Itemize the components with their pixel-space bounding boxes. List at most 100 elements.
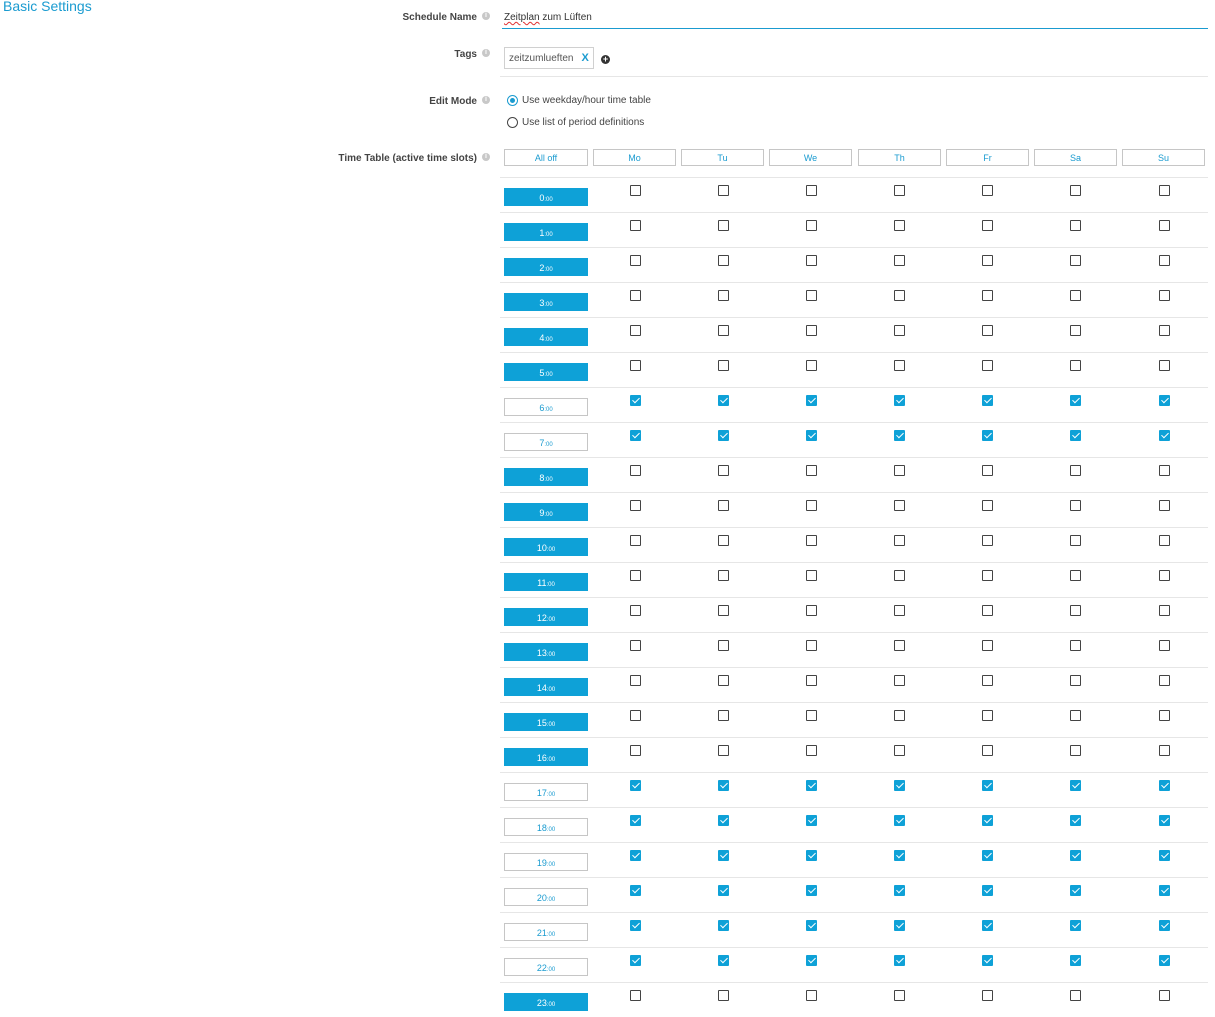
hour-button-2[interactable]: 2:00: [504, 258, 588, 276]
slot-checkbox-sa-15[interactable]: [1070, 710, 1081, 721]
slot-checkbox-th-7[interactable]: [894, 430, 905, 441]
slot-checkbox-su-10[interactable]: [1159, 535, 1170, 546]
slot-checkbox-su-14[interactable]: [1159, 675, 1170, 686]
slot-checkbox-sa-23[interactable]: [1070, 990, 1081, 1001]
slot-checkbox-sa-22[interactable]: [1070, 955, 1081, 966]
slot-checkbox-we-1[interactable]: [806, 220, 817, 231]
slot-checkbox-th-18[interactable]: [894, 815, 905, 826]
hour-button-9[interactable]: 9:00: [504, 503, 588, 521]
slot-checkbox-we-20[interactable]: [806, 885, 817, 896]
slot-checkbox-th-10[interactable]: [894, 535, 905, 546]
slot-checkbox-th-5[interactable]: [894, 360, 905, 371]
slot-checkbox-su-17[interactable]: [1159, 780, 1170, 791]
slot-checkbox-tu-16[interactable]: [718, 745, 729, 756]
slot-checkbox-fr-13[interactable]: [982, 640, 993, 651]
slot-checkbox-fr-6[interactable]: [982, 395, 993, 406]
info-icon[interactable]: i: [482, 49, 490, 57]
slot-checkbox-su-18[interactable]: [1159, 815, 1170, 826]
slot-checkbox-tu-8[interactable]: [718, 465, 729, 476]
slot-checkbox-fr-19[interactable]: [982, 850, 993, 861]
slot-checkbox-tu-11[interactable]: [718, 570, 729, 581]
hour-button-12[interactable]: 12:00: [504, 608, 588, 626]
hour-button-15[interactable]: 15:00: [504, 713, 588, 731]
info-icon[interactable]: i: [482, 153, 490, 161]
schedule-name-input[interactable]: Zeitplan zum Lüften: [502, 8, 1208, 29]
slot-checkbox-we-7[interactable]: [806, 430, 817, 441]
slot-checkbox-th-19[interactable]: [894, 850, 905, 861]
slot-checkbox-tu-23[interactable]: [718, 990, 729, 1001]
slot-checkbox-we-15[interactable]: [806, 710, 817, 721]
slot-checkbox-sa-6[interactable]: [1070, 395, 1081, 406]
slot-checkbox-tu-22[interactable]: [718, 955, 729, 966]
slot-checkbox-tu-3[interactable]: [718, 290, 729, 301]
slot-checkbox-mo-21[interactable]: [630, 920, 641, 931]
slot-checkbox-mo-22[interactable]: [630, 955, 641, 966]
hour-button-13[interactable]: 13:00: [504, 643, 588, 661]
radio-timetable[interactable]: [507, 95, 518, 106]
slot-checkbox-mo-16[interactable]: [630, 745, 641, 756]
slot-checkbox-fr-11[interactable]: [982, 570, 993, 581]
slot-checkbox-tu-21[interactable]: [718, 920, 729, 931]
all-off-button[interactable]: All off: [504, 149, 588, 166]
slot-checkbox-fr-15[interactable]: [982, 710, 993, 721]
slot-checkbox-fr-16[interactable]: [982, 745, 993, 756]
slot-checkbox-mo-17[interactable]: [630, 780, 641, 791]
slot-checkbox-th-8[interactable]: [894, 465, 905, 476]
hour-button-0[interactable]: 0:00: [504, 188, 588, 206]
slot-checkbox-mo-14[interactable]: [630, 675, 641, 686]
slot-checkbox-we-12[interactable]: [806, 605, 817, 616]
slot-checkbox-we-2[interactable]: [806, 255, 817, 266]
slot-checkbox-we-11[interactable]: [806, 570, 817, 581]
slot-checkbox-tu-19[interactable]: [718, 850, 729, 861]
slot-checkbox-tu-7[interactable]: [718, 430, 729, 441]
slot-checkbox-tu-14[interactable]: [718, 675, 729, 686]
slot-checkbox-we-22[interactable]: [806, 955, 817, 966]
slot-checkbox-su-15[interactable]: [1159, 710, 1170, 721]
slot-checkbox-th-15[interactable]: [894, 710, 905, 721]
slot-checkbox-sa-18[interactable]: [1070, 815, 1081, 826]
hour-button-23[interactable]: 23:00: [504, 993, 588, 1011]
slot-checkbox-sa-10[interactable]: [1070, 535, 1081, 546]
slot-checkbox-we-21[interactable]: [806, 920, 817, 931]
slot-checkbox-tu-20[interactable]: [718, 885, 729, 896]
slot-checkbox-th-14[interactable]: [894, 675, 905, 686]
slot-checkbox-th-2[interactable]: [894, 255, 905, 266]
day-header-tu[interactable]: Tu: [681, 149, 764, 166]
slot-checkbox-th-9[interactable]: [894, 500, 905, 511]
slot-checkbox-su-12[interactable]: [1159, 605, 1170, 616]
slot-checkbox-we-8[interactable]: [806, 465, 817, 476]
day-header-mo[interactable]: Mo: [593, 149, 676, 166]
remove-tag-icon[interactable]: X: [581, 52, 589, 64]
slot-checkbox-tu-15[interactable]: [718, 710, 729, 721]
slot-checkbox-mo-20[interactable]: [630, 885, 641, 896]
slot-checkbox-we-19[interactable]: [806, 850, 817, 861]
slot-checkbox-th-17[interactable]: [894, 780, 905, 791]
hour-button-16[interactable]: 16:00: [504, 748, 588, 766]
add-tag-icon[interactable]: +: [601, 54, 610, 64]
slot-checkbox-sa-0[interactable]: [1070, 185, 1081, 196]
slot-checkbox-su-11[interactable]: [1159, 570, 1170, 581]
slot-checkbox-mo-12[interactable]: [630, 605, 641, 616]
slot-checkbox-su-2[interactable]: [1159, 255, 1170, 266]
slot-checkbox-th-23[interactable]: [894, 990, 905, 1001]
slot-checkbox-we-17[interactable]: [806, 780, 817, 791]
slot-checkbox-th-0[interactable]: [894, 185, 905, 196]
slot-checkbox-su-16[interactable]: [1159, 745, 1170, 756]
slot-checkbox-mo-19[interactable]: [630, 850, 641, 861]
slot-checkbox-sa-11[interactable]: [1070, 570, 1081, 581]
slot-checkbox-fr-9[interactable]: [982, 500, 993, 511]
slot-checkbox-tu-2[interactable]: [718, 255, 729, 266]
slot-checkbox-mo-1[interactable]: [630, 220, 641, 231]
hour-button-11[interactable]: 11:00: [504, 573, 588, 591]
slot-checkbox-th-11[interactable]: [894, 570, 905, 581]
slot-checkbox-we-0[interactable]: [806, 185, 817, 196]
slot-checkbox-mo-9[interactable]: [630, 500, 641, 511]
info-icon[interactable]: i: [482, 96, 490, 104]
slot-checkbox-fr-20[interactable]: [982, 885, 993, 896]
hour-button-17[interactable]: 17:00: [504, 783, 588, 801]
slot-checkbox-th-3[interactable]: [894, 290, 905, 301]
slot-checkbox-we-3[interactable]: [806, 290, 817, 301]
slot-checkbox-tu-17[interactable]: [718, 780, 729, 791]
slot-checkbox-tu-1[interactable]: [718, 220, 729, 231]
slot-checkbox-tu-18[interactable]: [718, 815, 729, 826]
